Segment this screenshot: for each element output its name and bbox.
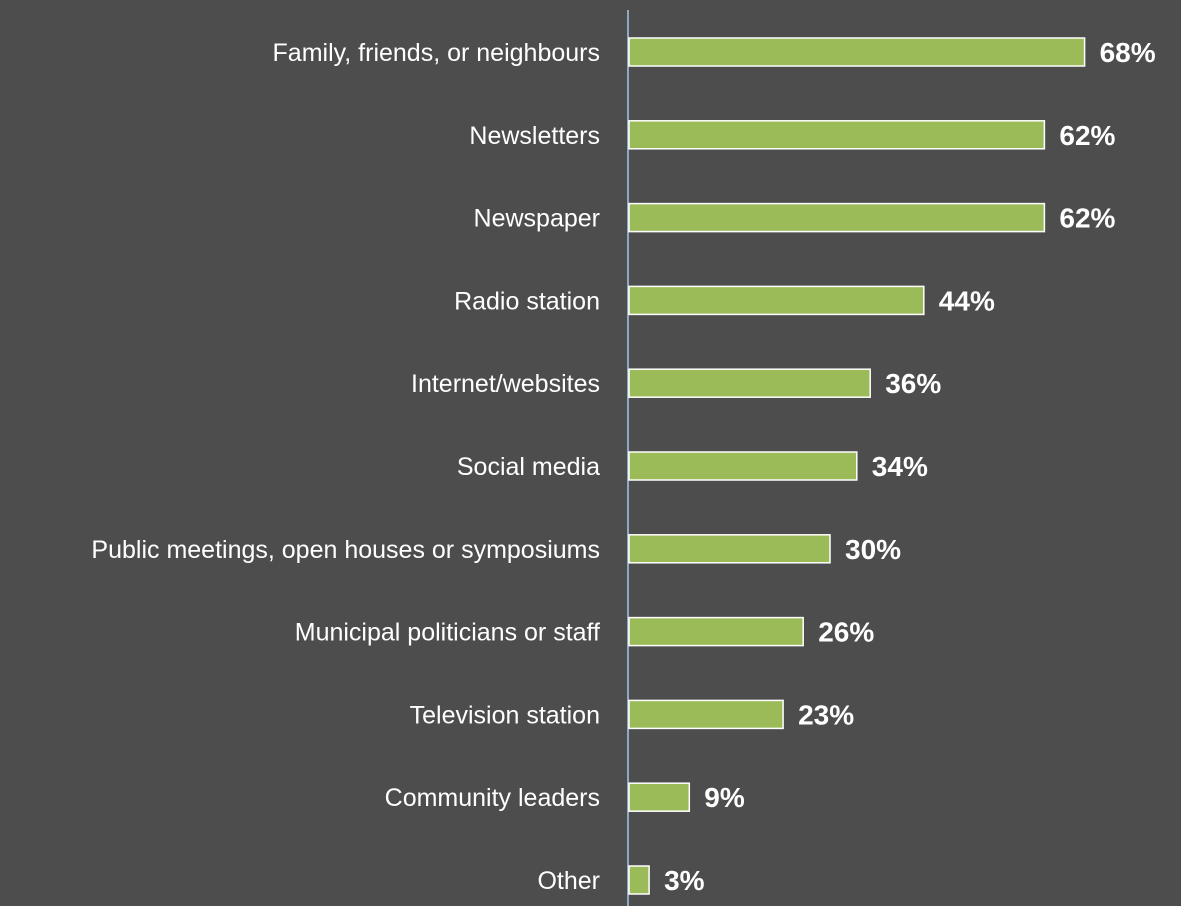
value-label: 30% <box>845 534 901 565</box>
value-label: 23% <box>798 699 854 730</box>
category-label: Municipal politicians or staff <box>295 619 600 647</box>
category-label: Community leaders <box>385 784 600 812</box>
bar <box>628 120 1046 150</box>
bar <box>628 782 691 812</box>
category-label: Television station <box>410 701 600 729</box>
category-label: Internet/websites <box>411 370 600 398</box>
category-label: Family, friends, or neighbours <box>273 39 600 67</box>
bar <box>628 368 871 398</box>
value-label: 34% <box>872 451 928 482</box>
category-labels-layer: Family, friends, or neighbours Newsletter… <box>91 39 600 895</box>
category-label: Social media <box>457 453 600 481</box>
category-label: Public meetings, open houses or symposiu… <box>91 536 600 564</box>
value-label: 44% <box>939 285 995 316</box>
category-label: Radio station <box>454 287 600 315</box>
bar <box>628 534 831 564</box>
value-label: 3% <box>664 865 705 896</box>
bar <box>628 616 804 647</box>
bar <box>628 37 1086 67</box>
bar <box>628 699 784 730</box>
value-label: 36% <box>885 368 941 399</box>
category-label: Newspaper <box>474 205 600 233</box>
category-label: Newsletters <box>469 122 600 150</box>
value-label: 9% <box>704 782 745 813</box>
value-label: 62% <box>1059 120 1115 151</box>
bars-layer <box>628 37 1086 895</box>
bar <box>628 865 650 895</box>
value-labels-layer: 68% 62% 62% 44% 36% 34% 30% 26% 23% 9% 3% <box>664 37 1156 896</box>
bar <box>628 285 925 316</box>
value-label: 62% <box>1059 203 1115 234</box>
bar <box>628 202 1046 233</box>
value-label: 26% <box>818 617 874 648</box>
value-label: 68% <box>1100 37 1156 68</box>
bar <box>628 451 858 481</box>
category-label: Other <box>537 867 600 895</box>
